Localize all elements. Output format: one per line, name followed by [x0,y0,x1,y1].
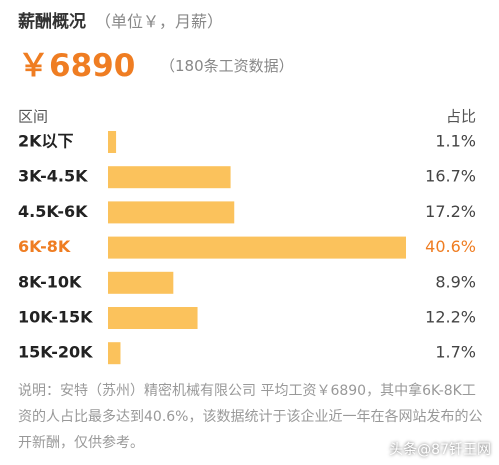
value-label: 40.6% [425,237,476,256]
category-label: 4.5K-6K [18,202,88,221]
bar [108,307,198,329]
bar [108,271,174,294]
value-label: 12.2% [425,308,476,327]
chart: 区间 占比 2K以下 1.1% 3K-4.5K 16.7% 4.5K-6K 17.2% 6K… [18,108,476,365]
value-label: 8.9% [435,272,476,291]
value-label: 16.7% [425,167,476,186]
value-label: 1.7% [435,343,476,362]
data-count: （180条工资数据） [160,57,294,75]
category-label: 8K-10K [18,272,82,291]
category-label: 6K-8K [18,237,71,256]
watermark: 头条@87钎王网 [389,442,491,458]
value-label: 1.1% [435,132,476,151]
bar [108,236,407,259]
subtitle: （单位￥，月薪） [95,12,224,31]
bar [108,201,235,224]
bar [108,166,231,189]
category-label: 15K-20K [18,343,93,362]
category-label: 10K-15K [18,308,93,327]
value-label: 17.2% [425,202,476,221]
category-label: 2K以下 [18,132,74,151]
title: 薪酬概况 [18,12,86,32]
bar [108,131,117,153]
note: 说明：安特（苏州）精密机械有限公司 平均工资￥6890，其中拿6K-8K工资的人… [18,383,483,451]
category-header: 区间 [18,108,48,126]
category-label: 3K-4.5K [18,167,88,186]
value-header: 占比 [446,108,476,126]
average-salary: ￥6890 [18,48,136,84]
bar [108,342,121,365]
